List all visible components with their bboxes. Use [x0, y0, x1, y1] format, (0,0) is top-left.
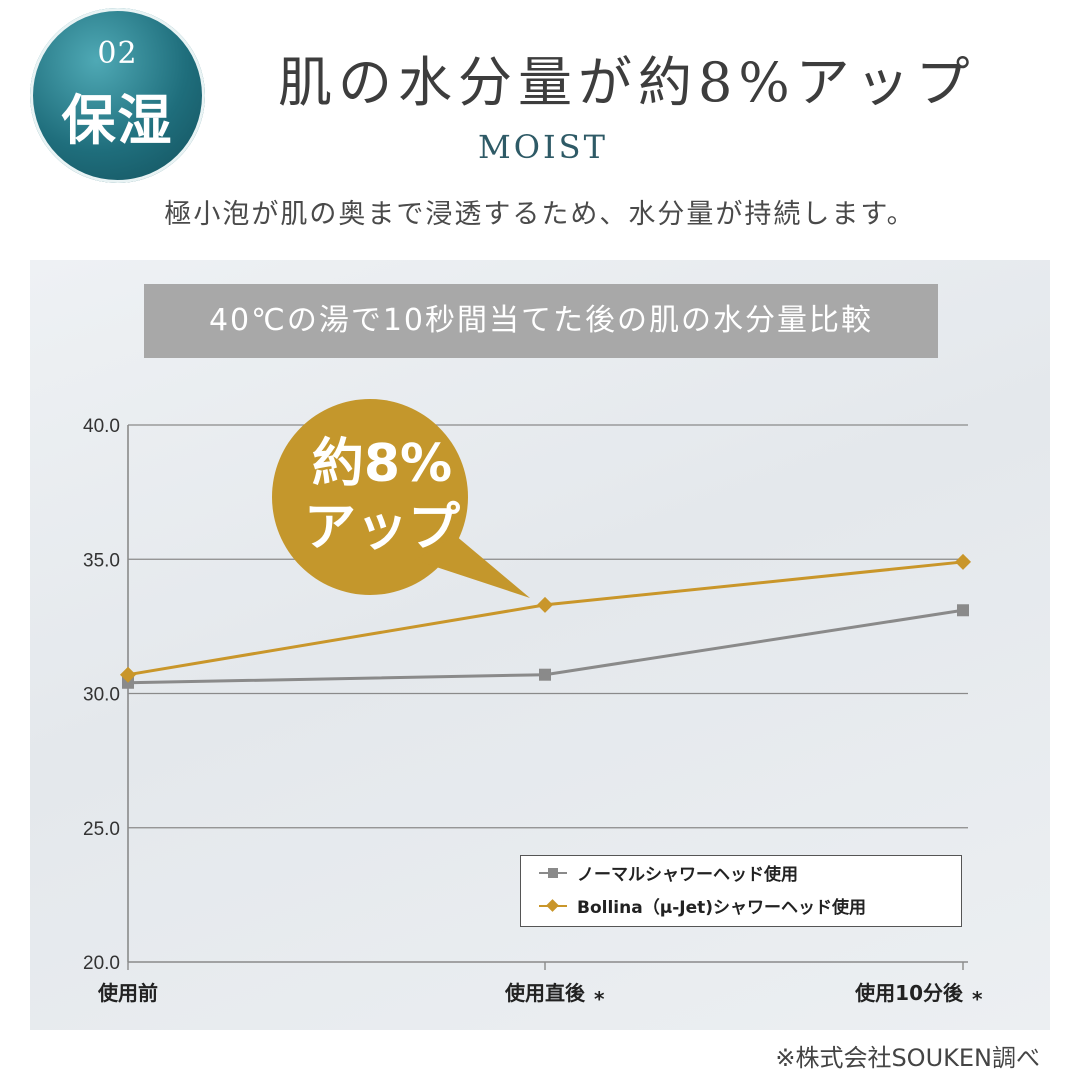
- chart-legend: ノーマルシャワーヘッド使用 Bollina（μ-Jet)シャワーヘッド使用: [520, 855, 962, 927]
- legend-swatch-diamond-icon: [539, 899, 567, 913]
- legend-label-bollina: Bollina（μ-Jet)シャワーヘッド使用: [577, 898, 867, 918]
- x-category-asterisk: *: [594, 987, 605, 1011]
- chart-title: 40℃の湯で10秒間当てた後の肌の水分量比較: [144, 284, 938, 358]
- callout-line-1: 約8%: [312, 434, 452, 494]
- legend-swatch-square-icon: [539, 866, 567, 880]
- callout-circle: [272, 399, 468, 595]
- page-description: 極小泡が肌の奥まで浸透するため、水分量が持続します。: [164, 199, 916, 230]
- x-category-label: 使用直後: [504, 981, 586, 1005]
- legend-item-normal: ノーマルシャワーヘッド使用: [539, 856, 961, 889]
- series-line-bollina: [127, 560, 964, 677]
- y-tick-label: 20.0: [83, 953, 120, 974]
- callout-bubble: 約8%アップ: [272, 399, 530, 598]
- x-category-label: 使用前: [97, 981, 158, 1005]
- legend-item-bollina: Bollina（μ-Jet)シャワーヘッド使用: [539, 889, 961, 922]
- data-point-normal: [957, 604, 969, 617]
- page-title: 肌の水分量が約8%アップ: [278, 51, 976, 114]
- badge-label: 保湿: [61, 88, 174, 152]
- y-tick-label: 40.0: [83, 416, 120, 437]
- source-note: ※株式会社SOUKEN調べ: [775, 1044, 1040, 1072]
- x-category-label: 使用10分後: [854, 981, 964, 1005]
- data-point-bollina: [120, 666, 136, 683]
- legend-label-normal: ノーマルシャワーヘッド使用: [577, 865, 798, 885]
- y-tick-label: 25.0: [83, 819, 120, 840]
- data-point-bollina: [537, 596, 553, 613]
- callout-line-2: アップ: [304, 498, 460, 558]
- badge-number: 02: [97, 36, 138, 71]
- callout-tail: [415, 535, 530, 598]
- data-point-normal: [122, 676, 134, 689]
- data-point-bollina: [955, 553, 971, 570]
- y-tick-label: 30.0: [83, 685, 120, 706]
- data-point-normal: [539, 668, 551, 681]
- x-category-asterisk: *: [972, 987, 983, 1011]
- y-tick-label: 35.0: [83, 550, 120, 571]
- page-subtitle: MOIST: [478, 128, 608, 166]
- section-badge: 02 保湿: [30, 8, 205, 183]
